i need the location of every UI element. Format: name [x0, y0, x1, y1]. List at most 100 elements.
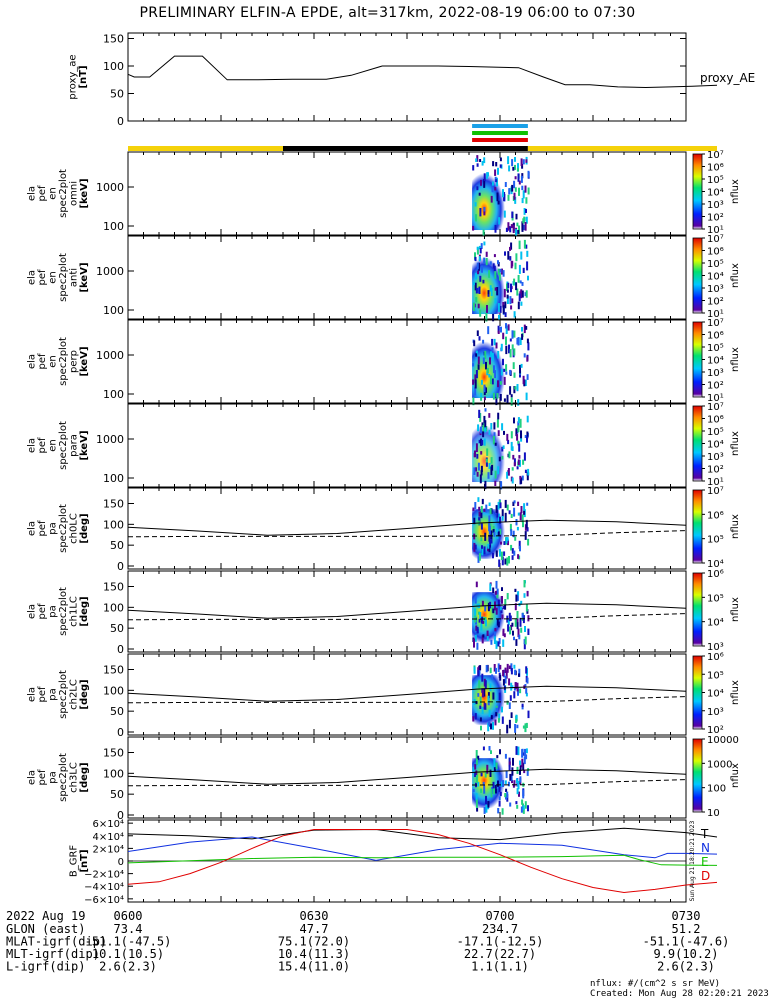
bgrf-series-N [127, 836, 718, 861]
flux-pixel [483, 807, 486, 814]
flux-pixel [505, 771, 508, 779]
flux-pixel [500, 551, 503, 561]
flux-pixel [483, 438, 486, 446]
flux-pixel [511, 548, 514, 554]
flux-pixel [513, 507, 516, 517]
flux-pixel [516, 434, 519, 441]
flux-pixel [510, 397, 513, 406]
y-tick-label: 1000 [96, 433, 124, 446]
flux-pixel [491, 378, 494, 385]
y-tick-label: −2×10⁴ [84, 870, 124, 881]
flux-pixel [499, 394, 502, 401]
flux-pixel [477, 670, 480, 677]
flux-pixel [474, 713, 477, 720]
flux-pixel [510, 682, 513, 691]
flux-pixel [499, 791, 502, 797]
flux-pixel [480, 179, 482, 186]
colorbar-tick-label: 10⁴ [707, 559, 724, 570]
flux-pixel [483, 785, 486, 794]
flux-pixel [487, 720, 490, 726]
flux-pixel [506, 289, 509, 293]
flux-pixel [499, 502, 502, 509]
flux-pixel [476, 807, 479, 812]
flux-pixel [510, 668, 513, 675]
flux-pixel [497, 260, 499, 265]
flux-pixel [488, 502, 491, 506]
flux-pixel [505, 788, 508, 792]
flux-pixel [510, 513, 513, 518]
colorbar-tick-label: 10³ [707, 200, 724, 211]
flux-pixel [495, 585, 498, 589]
loss-cone-solid [127, 519, 687, 536]
flux-pixel [521, 198, 524, 204]
flux-pixel [502, 358, 504, 366]
y-tick-label: 100 [103, 388, 124, 401]
flux-pixel [517, 337, 520, 346]
flux-pixel [519, 475, 522, 480]
y-tick-label: 0 [117, 560, 124, 573]
flux-pixel [503, 192, 506, 201]
flux-pixel [513, 348, 516, 356]
flux-pixel [475, 297, 478, 303]
flux-pixel [513, 664, 516, 669]
flux-pixel [498, 217, 501, 225]
pa-panel-ylabel: ela [27, 770, 38, 785]
flux-pixel [488, 525, 491, 535]
flux-pixel [499, 775, 501, 784]
flux-pixel [474, 282, 477, 291]
flux-pixel [510, 774, 513, 782]
flux-pixel [503, 288, 506, 298]
y-tick-label: 50 [110, 622, 124, 635]
flux-pixel [515, 229, 518, 237]
flux-pixel [518, 225, 520, 234]
flux-pixel [485, 795, 487, 805]
flux-pixel [490, 287, 493, 296]
colorbar-label: nflux [730, 347, 741, 372]
flux-pixel [506, 433, 509, 441]
flux-pixel [523, 208, 526, 215]
flux-pixel [493, 631, 496, 639]
flux-pixel [511, 779, 513, 784]
colorbar-tick-label: 10¹ [707, 393, 724, 404]
flux-pixel [494, 187, 497, 191]
flux-pixel [498, 713, 501, 721]
flux-pixel [492, 263, 495, 269]
flux-pixel [492, 721, 494, 730]
flux-pixel [516, 724, 519, 729]
flux-pixel [509, 256, 512, 261]
flux-pixel [483, 257, 486, 264]
flux-pixel [475, 273, 477, 280]
proxy-ae-legend: proxy_AE [700, 71, 755, 85]
flux-pixel [502, 606, 505, 610]
flux-pixel [484, 408, 487, 412]
flux-pixel [489, 683, 492, 692]
colorbar-tick-label: 10¹ [707, 309, 724, 320]
flux-pixel [507, 222, 510, 231]
colorbar-tick-label: 10² [707, 465, 724, 476]
energy-panel-frame [127, 235, 687, 320]
flux-pixel [519, 459, 521, 467]
flux-pixel [484, 480, 487, 490]
flux-pixel [486, 305, 488, 313]
flux-pixel [476, 330, 479, 336]
flux-pixel [519, 760, 522, 765]
flux-pixel [476, 262, 479, 270]
pa-panel-ylabel: ch2LC [69, 679, 80, 710]
flux-pixel [526, 356, 529, 362]
flux-pixel [491, 181, 494, 186]
flux-pixel [501, 596, 503, 604]
flux-pixel [480, 438, 483, 446]
time-tick-label: 0700 [486, 909, 515, 923]
energy-panel-ylabel: pef [37, 269, 48, 286]
flux-pixel [504, 604, 507, 610]
flux-pixel [512, 530, 515, 538]
flux-pixel [495, 580, 498, 587]
flux-pixel [516, 592, 519, 601]
flux-pixel [510, 544, 513, 551]
pa-panel-ylabel: pa [48, 605, 59, 617]
flux-pixel [497, 262, 500, 267]
flux-pixel [498, 314, 500, 321]
colorbar-tick-label: 10⁴ [707, 272, 724, 283]
flux-pixel [475, 625, 478, 631]
flux-pixel [502, 639, 505, 647]
